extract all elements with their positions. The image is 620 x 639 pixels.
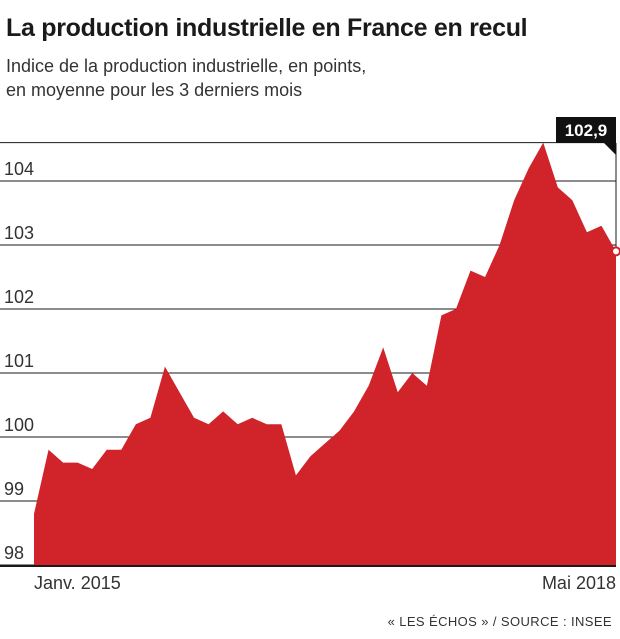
y-tick-label-102: 102 [4,287,34,307]
callout-value-label: 102,9 [565,121,608,140]
chart-subtitle: Indice de la production industrielle, en… [6,54,566,102]
y-tick-label-101: 101 [4,351,34,371]
y-tick-label-98: 98 [4,543,24,563]
callout-box [556,117,616,143]
y-axis-tick-labels: 98 99 100 101 102 103 104 [4,159,34,563]
x-tick-label-start: Janv. 2015 [34,573,121,593]
y-tick-label-104: 104 [4,159,34,179]
area-series [34,142,616,565]
source-credit: « LES ÉCHOS » / SOURCE : INSEE [387,614,612,629]
y-tick-label-99: 99 [4,479,24,499]
subtitle-line-2: en moyenne pour les 3 derniers mois [6,80,303,100]
last-value-marker [611,246,620,257]
x-tick-label-end: Mai 2018 [542,573,616,593]
chart-title: La production industrielle en France en … [6,14,528,42]
x-axis-tick-labels: Janv. 2015 Mai 2018 [34,573,616,593]
y-tick-label-100: 100 [4,415,34,435]
callout-pointer [604,143,616,155]
last-value-callout: 102,9 [556,117,620,257]
y-tick-label-103: 103 [4,223,34,243]
subtitle-line-1: Indice de la production industrielle, en… [6,56,367,76]
